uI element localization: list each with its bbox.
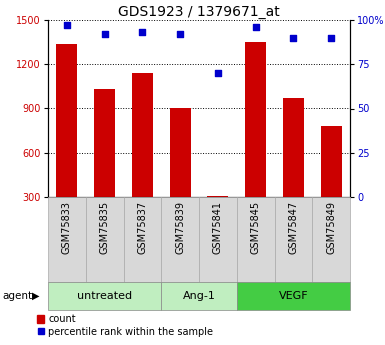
Text: Ang-1: Ang-1 [182, 291, 216, 301]
Legend: count, percentile rank within the sample: count, percentile rank within the sample [36, 313, 214, 338]
Point [102, 31, 108, 37]
Point [328, 35, 334, 40]
Text: GSM75833: GSM75833 [62, 201, 72, 254]
Text: GSM75835: GSM75835 [100, 201, 110, 254]
Bar [161, 197, 199, 282]
Text: ▶: ▶ [32, 291, 39, 301]
Bar [86, 197, 124, 282]
Bar [199, 197, 237, 282]
Bar [237, 282, 350, 310]
Text: GSM75849: GSM75849 [326, 201, 336, 254]
Point [64, 22, 70, 28]
Text: GSM75845: GSM75845 [251, 201, 261, 254]
Bar [283, 98, 304, 197]
Point [290, 35, 296, 40]
Bar [312, 197, 350, 282]
Bar [245, 42, 266, 197]
Bar [275, 197, 312, 282]
Bar [132, 73, 153, 197]
Title: GDS1923 / 1379671_at: GDS1923 / 1379671_at [118, 5, 280, 19]
Point [215, 70, 221, 76]
Text: GSM75847: GSM75847 [288, 201, 298, 254]
Point [253, 24, 259, 30]
Bar [208, 196, 228, 197]
Bar [124, 197, 161, 282]
Bar [161, 282, 237, 310]
Point [177, 31, 183, 37]
Bar [321, 126, 341, 197]
Bar [57, 43, 77, 197]
Text: GSM75837: GSM75837 [137, 201, 147, 254]
Bar [237, 197, 275, 282]
Bar [170, 108, 191, 197]
Text: agent: agent [2, 291, 32, 301]
Bar [48, 197, 86, 282]
Bar [94, 89, 115, 197]
Point [139, 30, 146, 35]
Bar [48, 282, 161, 310]
Text: GSM75839: GSM75839 [175, 201, 185, 254]
Text: untreated: untreated [77, 291, 132, 301]
Text: VEGF: VEGF [279, 291, 308, 301]
Text: GSM75841: GSM75841 [213, 201, 223, 254]
